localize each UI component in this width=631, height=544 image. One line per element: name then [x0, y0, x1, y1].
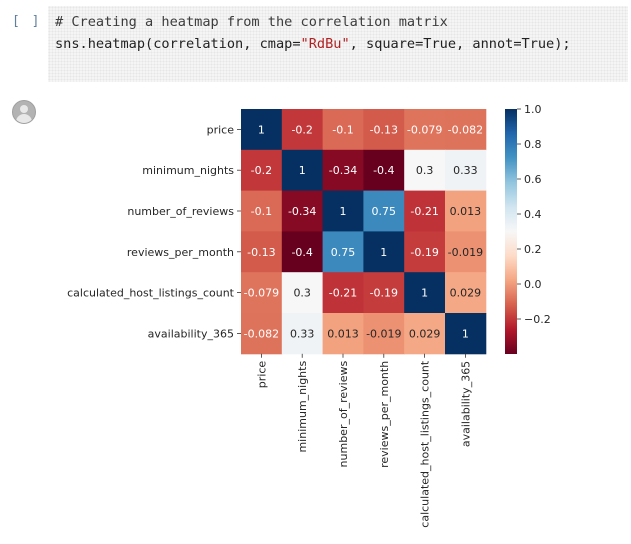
code-editor[interactable]: # Creating a heatmap from the correlatio… — [48, 6, 628, 82]
heatmap-cell-r4-c2 — [322, 272, 364, 314]
heatmap-annotation-r4-c1: 0.3 — [293, 287, 311, 300]
heatmap-cell-r3-c0 — [241, 231, 283, 273]
heatmap-cell-r4-c0 — [241, 272, 283, 314]
heatmap-cell-r3-c4 — [404, 231, 446, 273]
heatmap-cell-r4-c1 — [281, 272, 324, 314]
heatmap-annotation-r0-c3: -0.13 — [370, 123, 398, 136]
heatmap-annotation-r1-c0: -0.2 — [251, 164, 272, 177]
y-tick-label-price: price — [207, 123, 235, 136]
heatmap-annotation-r1-c4: 0.3 — [416, 164, 434, 177]
heatmap-annotation-r3-c5: -0.019 — [448, 246, 483, 259]
output-avatar-icon — [12, 100, 36, 124]
x-tick-label-calculated_host_listings_count: calculated_host_listings_count — [419, 360, 432, 528]
code-line-heatmap-call: sns.heatmap(correlation, cmap="RdBu", sq… — [55, 36, 571, 52]
heatmap-cell-r2-c1 — [281, 190, 324, 232]
y-tick-label-number_of_reviews: number_of_reviews — [127, 205, 234, 218]
heatmap-annotation-r4-c2: -0.21 — [329, 287, 357, 300]
heatmap-cell-r2-c4 — [404, 190, 446, 232]
heatmap-cell-r2-c0 — [241, 190, 283, 232]
heatmap-cell-r3-c1 — [281, 231, 324, 273]
heatmap-annotation-r0-c0: 1 — [258, 123, 265, 136]
heatmap-cell-r5-c0 — [241, 313, 283, 355]
heatmap-annotation-r1-c3: -0.4 — [373, 164, 394, 177]
heatmap-cell-r1-c5 — [445, 149, 487, 192]
heatmap-cell-r3-c3 — [363, 231, 405, 273]
colorbar-tick-label-4: 0.2 — [524, 243, 542, 256]
heatmap-cell-r1-c4 — [404, 149, 446, 192]
heatmap-cell-r4-c5 — [445, 272, 487, 314]
heatmap-cell-r5-c5 — [445, 313, 487, 355]
heatmap-annotation-r5-c3: -0.019 — [366, 327, 401, 340]
heatmap-annotation-r2-c2: 1 — [340, 205, 347, 218]
heatmap-cell-r3-c5 — [445, 231, 487, 273]
heatmap-cell-r1-c1 — [281, 149, 324, 192]
heatmap-cell-r0-c1 — [281, 109, 324, 151]
colorbar-tick-label-1: 0.8 — [524, 138, 542, 151]
heatmap-cell-r2-c3 — [363, 190, 405, 232]
colorbar-tick-label-6: −0.2 — [524, 313, 551, 326]
heatmap-annotation-r5-c0: -0.082 — [244, 327, 279, 340]
heatmap-annotation-r5-c5: 1 — [462, 327, 469, 340]
code-cell[interactable]: [ ] # Creating a heatmap from the correl… — [0, 0, 631, 88]
cell-prompt[interactable]: [ ] — [12, 14, 42, 29]
heatmap-annotation-r0-c1: -0.2 — [291, 123, 312, 136]
heatmap-cell-r5-c1 — [281, 313, 324, 355]
heatmap-annotation-r4-c0: -0.079 — [244, 287, 279, 300]
heatmap-cell-r0-c2 — [322, 109, 364, 151]
heatmap-cell-r3-c2 — [322, 231, 364, 273]
x-tick-label-number_of_reviews: number_of_reviews — [337, 361, 350, 468]
heatmap-cell-r5-c4 — [404, 313, 446, 355]
heatmap-annotation-r2-c4: -0.21 — [410, 205, 438, 218]
colorbar — [505, 109, 517, 354]
y-tick-label-calculated_host_listings_count: calculated_host_listings_count — [67, 287, 235, 300]
heatmap-cell-r0-c3 — [363, 109, 405, 151]
heatmap-annotation-r2-c3: 0.75 — [372, 205, 397, 218]
heatmap-annotation-r2-c5: 0.013 — [450, 205, 482, 218]
heatmap-annotation-r3-c0: -0.13 — [247, 246, 275, 259]
heatmap-cell-r5-c3 — [363, 313, 405, 355]
heatmap-annotation-r1-c2: -0.34 — [329, 164, 357, 177]
heatmap-cell-r1-c3 — [363, 149, 405, 192]
heatmap-cell-r4-c3 — [363, 272, 405, 314]
heatmap-annotation-r4-c4: 1 — [421, 287, 428, 300]
colorbar-tick-label-5: 0.0 — [524, 278, 542, 291]
colorbar-tick-label-3: 0.4 — [524, 208, 542, 221]
heatmap-annotation-r0-c2: -0.1 — [332, 123, 353, 136]
heatmap-annotation-r5-c4: 0.029 — [409, 327, 441, 340]
heatmap-cell-r0-c5 — [445, 109, 487, 151]
heatmap-cell-r0-c4 — [404, 109, 446, 151]
colorbar-tick-label-0: 1.0 — [524, 103, 542, 116]
heatmap-annotation-r2-c1: -0.34 — [288, 205, 316, 218]
y-tick-label-minimum_nights: minimum_nights — [142, 164, 234, 177]
heatmap-cell-r4-c4 — [404, 272, 446, 314]
x-tick-label-availability_365: availability_365 — [459, 361, 472, 447]
heatmap-annotation-r3-c1: -0.4 — [291, 246, 312, 259]
heatmap-cell-r2-c5 — [445, 190, 487, 232]
heatmap-annotation-r3-c3: 1 — [380, 246, 387, 259]
heatmap-cell-r5-c2 — [322, 313, 364, 355]
heatmap-annotation-r0-c4: -0.079 — [407, 123, 442, 136]
code-line-comment: # Creating a heatmap from the correlatio… — [55, 14, 448, 30]
heatmap-cell-r2-c2 — [322, 190, 364, 232]
x-tick-label-price: price — [255, 361, 268, 389]
heatmap-cell-r0-c0 — [241, 109, 283, 151]
heatmap-annotation-r3-c2: 0.75 — [331, 246, 356, 259]
heatmap-annotation-r1-c5: 0.33 — [453, 164, 478, 177]
heatmap-annotation-r5-c2: 0.013 — [327, 327, 359, 340]
heatmap-annotation-r0-c5: -0.082 — [448, 123, 483, 136]
heatmap-annotation-r4-c3: -0.19 — [370, 287, 398, 300]
heatmap-cell-r1-c0 — [241, 149, 283, 192]
y-tick-label-availability_365: availability_365 — [148, 327, 234, 340]
colorbar-tick-label-2: 0.6 — [524, 173, 542, 186]
heatmap-annotation-r3-c4: -0.19 — [410, 246, 438, 259]
heatmap-annotation-r4-c5: 0.029 — [450, 287, 482, 300]
x-tick-label-minimum_nights: minimum_nights — [296, 361, 309, 453]
x-tick-label-reviews_per_month: reviews_per_month — [378, 361, 391, 468]
heatmap-annotation-r1-c1: 1 — [299, 164, 306, 177]
heatmap-annotation-r5-c1: 0.33 — [290, 327, 315, 340]
heatmap-annotation-r2-c0: -0.1 — [251, 205, 272, 218]
y-tick-label-reviews_per_month: reviews_per_month — [127, 246, 234, 259]
heatmap-cell-r1-c2 — [322, 149, 364, 192]
